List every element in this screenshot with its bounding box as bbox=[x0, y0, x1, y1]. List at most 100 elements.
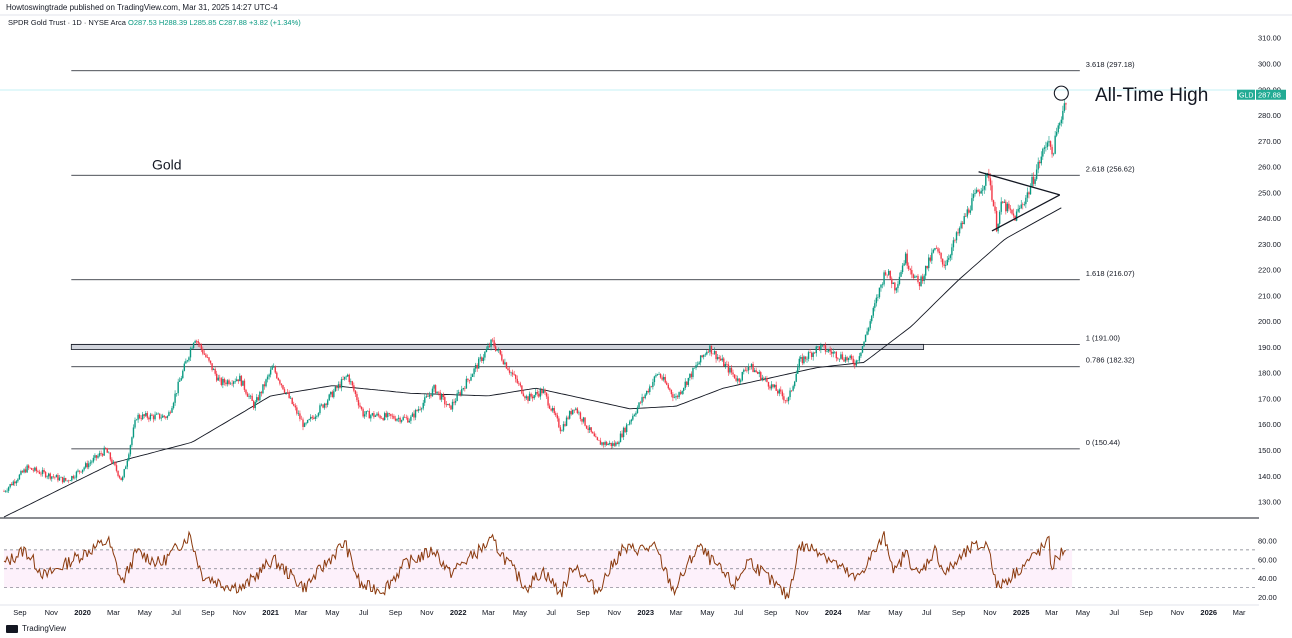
candle-body bbox=[308, 419, 310, 421]
candle-body bbox=[553, 408, 555, 414]
candle-body bbox=[194, 341, 196, 343]
candle-body bbox=[137, 414, 139, 420]
time-axis-tick: Sep bbox=[389, 608, 402, 617]
candle-body bbox=[202, 348, 204, 354]
candle-body bbox=[311, 416, 313, 418]
time-axis-tick: 2025 bbox=[1013, 608, 1030, 617]
candle-body bbox=[182, 370, 184, 379]
candle-body bbox=[404, 417, 406, 418]
candle-body bbox=[246, 393, 249, 397]
candle-body bbox=[966, 209, 968, 217]
candle-body bbox=[689, 373, 691, 378]
candle-body bbox=[155, 413, 158, 415]
candle-body bbox=[183, 363, 186, 371]
candle-body bbox=[7, 487, 10, 491]
candle-body bbox=[135, 419, 138, 421]
candle-body bbox=[838, 358, 841, 360]
candle-body bbox=[627, 424, 629, 426]
price-axis-tick: 180.00 bbox=[1258, 369, 1281, 378]
time-axis-tick: May bbox=[700, 608, 714, 617]
candle-body bbox=[989, 178, 992, 186]
candle-body bbox=[345, 376, 347, 378]
candle-body bbox=[1054, 135, 1056, 154]
candle-body bbox=[832, 352, 834, 354]
price-axis-tick: 160.00 bbox=[1258, 420, 1281, 429]
time-axis-tick: May bbox=[138, 608, 152, 617]
candle-body bbox=[823, 344, 825, 346]
candle-body bbox=[214, 369, 216, 374]
fib-level-label: 3.618 (297.18) bbox=[1086, 60, 1135, 69]
candle-body bbox=[231, 383, 233, 385]
candle-body bbox=[696, 364, 699, 366]
candle-body bbox=[887, 270, 890, 275]
candle-body bbox=[367, 410, 369, 412]
candle-body bbox=[763, 377, 765, 379]
time-axis-tick: May bbox=[513, 608, 527, 617]
candle-body bbox=[234, 381, 236, 382]
candle-body bbox=[564, 424, 566, 426]
candle-body bbox=[291, 397, 293, 405]
candle-body bbox=[189, 348, 192, 358]
candle-body bbox=[829, 349, 831, 352]
candle-body bbox=[1040, 156, 1042, 164]
candle-body bbox=[1011, 209, 1013, 214]
price-axis-tick: 200.00 bbox=[1258, 317, 1281, 326]
candle-body bbox=[337, 384, 340, 389]
candle-body bbox=[419, 409, 421, 410]
candle-body bbox=[273, 367, 275, 368]
candle-body bbox=[427, 396, 429, 397]
candle-body bbox=[98, 453, 101, 456]
candle-body bbox=[903, 263, 905, 266]
candle-body bbox=[527, 396, 529, 401]
candle-body bbox=[1026, 192, 1029, 198]
candle-body bbox=[1029, 186, 1032, 195]
triangle-lower-line bbox=[991, 194, 1061, 232]
candle-body bbox=[171, 408, 173, 413]
candle-body bbox=[303, 423, 306, 427]
candle-body bbox=[789, 390, 791, 398]
candle-body bbox=[109, 452, 112, 460]
candle-body bbox=[468, 380, 471, 381]
candle-body bbox=[886, 274, 888, 276]
candle-body bbox=[672, 394, 674, 398]
candle-body bbox=[753, 370, 756, 373]
candle-body bbox=[186, 360, 189, 362]
candle-body bbox=[397, 417, 400, 419]
candle-body bbox=[1059, 123, 1061, 126]
candle-body bbox=[715, 350, 717, 360]
candle-body bbox=[322, 404, 324, 408]
candle-body bbox=[780, 389, 782, 392]
candle-body bbox=[282, 385, 284, 390]
candle-body bbox=[331, 391, 333, 398]
candle-body bbox=[1062, 110, 1064, 120]
candle-body bbox=[125, 466, 127, 470]
candle-body bbox=[462, 388, 464, 390]
candle-body bbox=[777, 390, 779, 394]
candle-body bbox=[869, 321, 871, 329]
candle-body bbox=[71, 476, 73, 481]
candle-body bbox=[561, 430, 563, 432]
candle-body bbox=[148, 417, 150, 420]
candle-body bbox=[44, 471, 47, 478]
candle-body bbox=[1005, 201, 1007, 212]
candle-body bbox=[1045, 146, 1047, 148]
candle-body bbox=[408, 420, 411, 423]
candle-body bbox=[437, 391, 440, 393]
candle-body bbox=[433, 385, 435, 389]
candle-body bbox=[533, 395, 535, 399]
candle-body bbox=[476, 364, 478, 369]
candle-body bbox=[723, 358, 725, 367]
candle-body bbox=[968, 209, 970, 213]
candle-body bbox=[810, 352, 813, 357]
candle-body bbox=[567, 417, 569, 419]
candle-body bbox=[325, 403, 327, 405]
time-axis-tick: May bbox=[1076, 608, 1090, 617]
candle-body bbox=[1039, 161, 1041, 164]
candle-body bbox=[686, 381, 688, 385]
candle-body bbox=[901, 265, 904, 273]
candle-body bbox=[612, 443, 614, 446]
price-tag-ticker: GLD bbox=[1239, 93, 1253, 100]
candle-body bbox=[906, 253, 908, 266]
candle-body bbox=[800, 357, 802, 359]
